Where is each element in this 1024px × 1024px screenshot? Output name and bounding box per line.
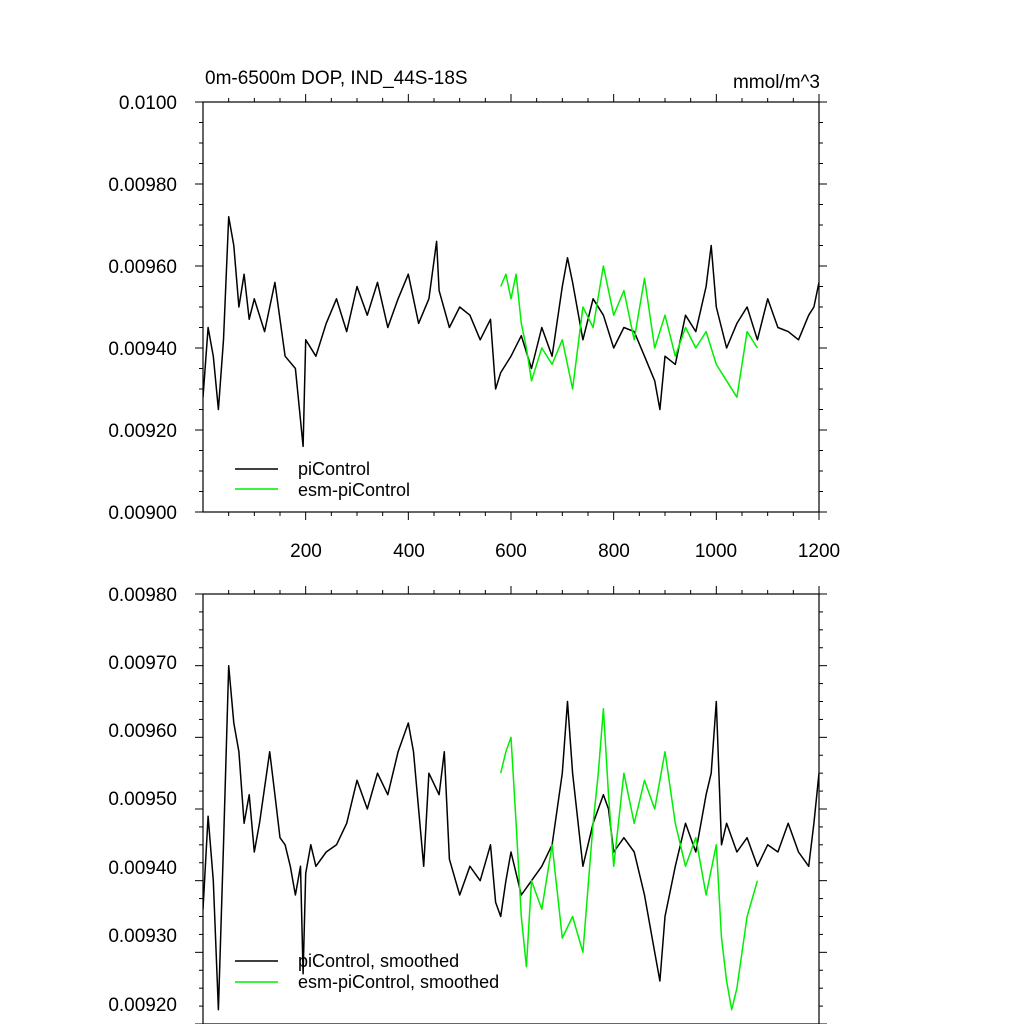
top-x-tick-label: 1000 [695, 541, 737, 562]
top-y-tick-label: 0.00920 [108, 421, 177, 442]
top-chart-units: mmol/m^3 [733, 72, 820, 93]
bottom-y-tick-label: 0.00980 [108, 585, 177, 606]
bottom-chart-plot-frame [202, 593, 820, 1024]
bottom-y-tick-label: 0.00930 [108, 926, 177, 947]
bottom-y-tick-labels: 0.00920 0.00930 0.00940 0.00950 0.00960 … [108, 585, 177, 1016]
top-chart-panel: 0m-6500m DOP, IND_44S-18S mmol/m^3 0.009… [108, 68, 840, 562]
top-y-tick-labels: 0.00900 0.00920 0.00940 0.00960 0.00980 … [108, 93, 177, 524]
top-x-tick-labels: 200 400 600 800 1000 1200 [290, 541, 840, 562]
bottom-y-tick-label: 0.00950 [108, 789, 177, 810]
top-chart-tick-marks [195, 94, 827, 520]
bottom-y-tick-label: 0.00940 [108, 858, 177, 879]
top-x-tick-label: 400 [393, 541, 425, 562]
top-x-tick-label: 600 [495, 541, 527, 562]
top-y-tick-label: 0.00900 [108, 503, 177, 524]
bottom-y-tick-label: 0.00960 [108, 721, 177, 742]
bottom-chart-tick-marks [195, 586, 827, 1024]
top-x-tick-label: 800 [598, 541, 630, 562]
bottom-chart-plot-lines [203, 664, 819, 1011]
bottom-y-tick-label: 0.00970 [108, 653, 177, 674]
legend-label-esm-picontrol-smoothed: esm-piControl, smoothed [298, 972, 499, 992]
series-line-esm-picontrol [500, 265, 759, 398]
legend-label-picontrol: piControl [298, 459, 370, 479]
top-chart-legend: piControl esm-piControl [235, 459, 410, 500]
series-line-picontrol [203, 216, 819, 448]
top-y-tick-label: 0.00960 [108, 257, 177, 278]
series-line-esm-picontrol-smoothed [499, 707, 759, 1011]
top-chart-plot-lines [203, 216, 819, 448]
bottom-y-tick-label: 0.00920 [108, 995, 177, 1016]
legend-label-picontrol-smoothed: piControl, smoothed [298, 951, 459, 971]
bottom-chart-panel: 0.00920 0.00930 0.00940 0.00950 0.00960 … [108, 585, 827, 1024]
top-y-tick-label: 0.0100 [119, 93, 177, 114]
top-x-tick-label: 1200 [798, 541, 840, 562]
top-y-tick-label: 0.00940 [108, 339, 177, 360]
bottom-chart-legend: piControl, smoothed esm-piControl, smoot… [235, 951, 499, 992]
top-y-tick-label: 0.00980 [108, 175, 177, 196]
legend-label-esm-picontrol: esm-piControl [298, 480, 410, 500]
top-x-tick-label: 200 [290, 541, 322, 562]
series-line-picontrol-smoothed [203, 664, 819, 1011]
top-chart-plot-frame [202, 101, 820, 513]
top-chart-title: 0m-6500m DOP, IND_44S-18S [205, 68, 468, 89]
